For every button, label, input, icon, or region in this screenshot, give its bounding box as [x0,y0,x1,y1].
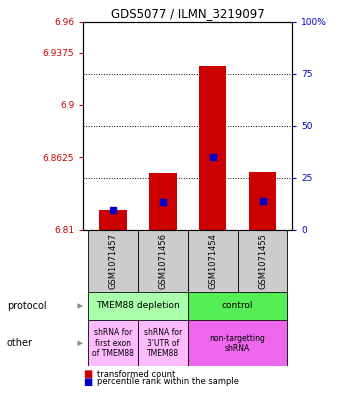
Bar [100,211,127,230]
Bar [149,173,177,230]
Bar [188,320,287,366]
Text: GSM1071456: GSM1071456 [158,233,168,289]
Text: ■: ■ [83,377,92,387]
Text: non-targetting
shRNA: non-targetting shRNA [210,334,266,353]
Bar [138,230,188,292]
Bar [199,66,226,230]
Text: ■: ■ [83,369,92,379]
Text: shRNA for
3'UTR of
TMEM88: shRNA for 3'UTR of TMEM88 [144,329,182,358]
Text: percentile rank within the sample: percentile rank within the sample [97,378,239,386]
Bar [88,292,188,320]
Bar [238,230,287,292]
Text: other: other [7,338,33,348]
Text: transformed count: transformed count [97,370,175,378]
Text: GSM1071457: GSM1071457 [109,233,118,289]
Bar [88,230,138,292]
Text: GSM1071454: GSM1071454 [208,233,217,289]
Text: TMEM88 depletion: TMEM88 depletion [96,301,180,310]
Bar [249,172,276,230]
Text: protocol: protocol [7,301,47,311]
Text: GSM1071455: GSM1071455 [258,233,267,289]
Text: control: control [222,301,253,310]
Title: GDS5077 / ILMN_3219097: GDS5077 / ILMN_3219097 [111,7,265,20]
Text: shRNA for
first exon
of TMEM88: shRNA for first exon of TMEM88 [92,329,134,358]
Bar [88,320,138,366]
Bar [188,230,238,292]
Bar [188,292,287,320]
Bar [138,320,188,366]
